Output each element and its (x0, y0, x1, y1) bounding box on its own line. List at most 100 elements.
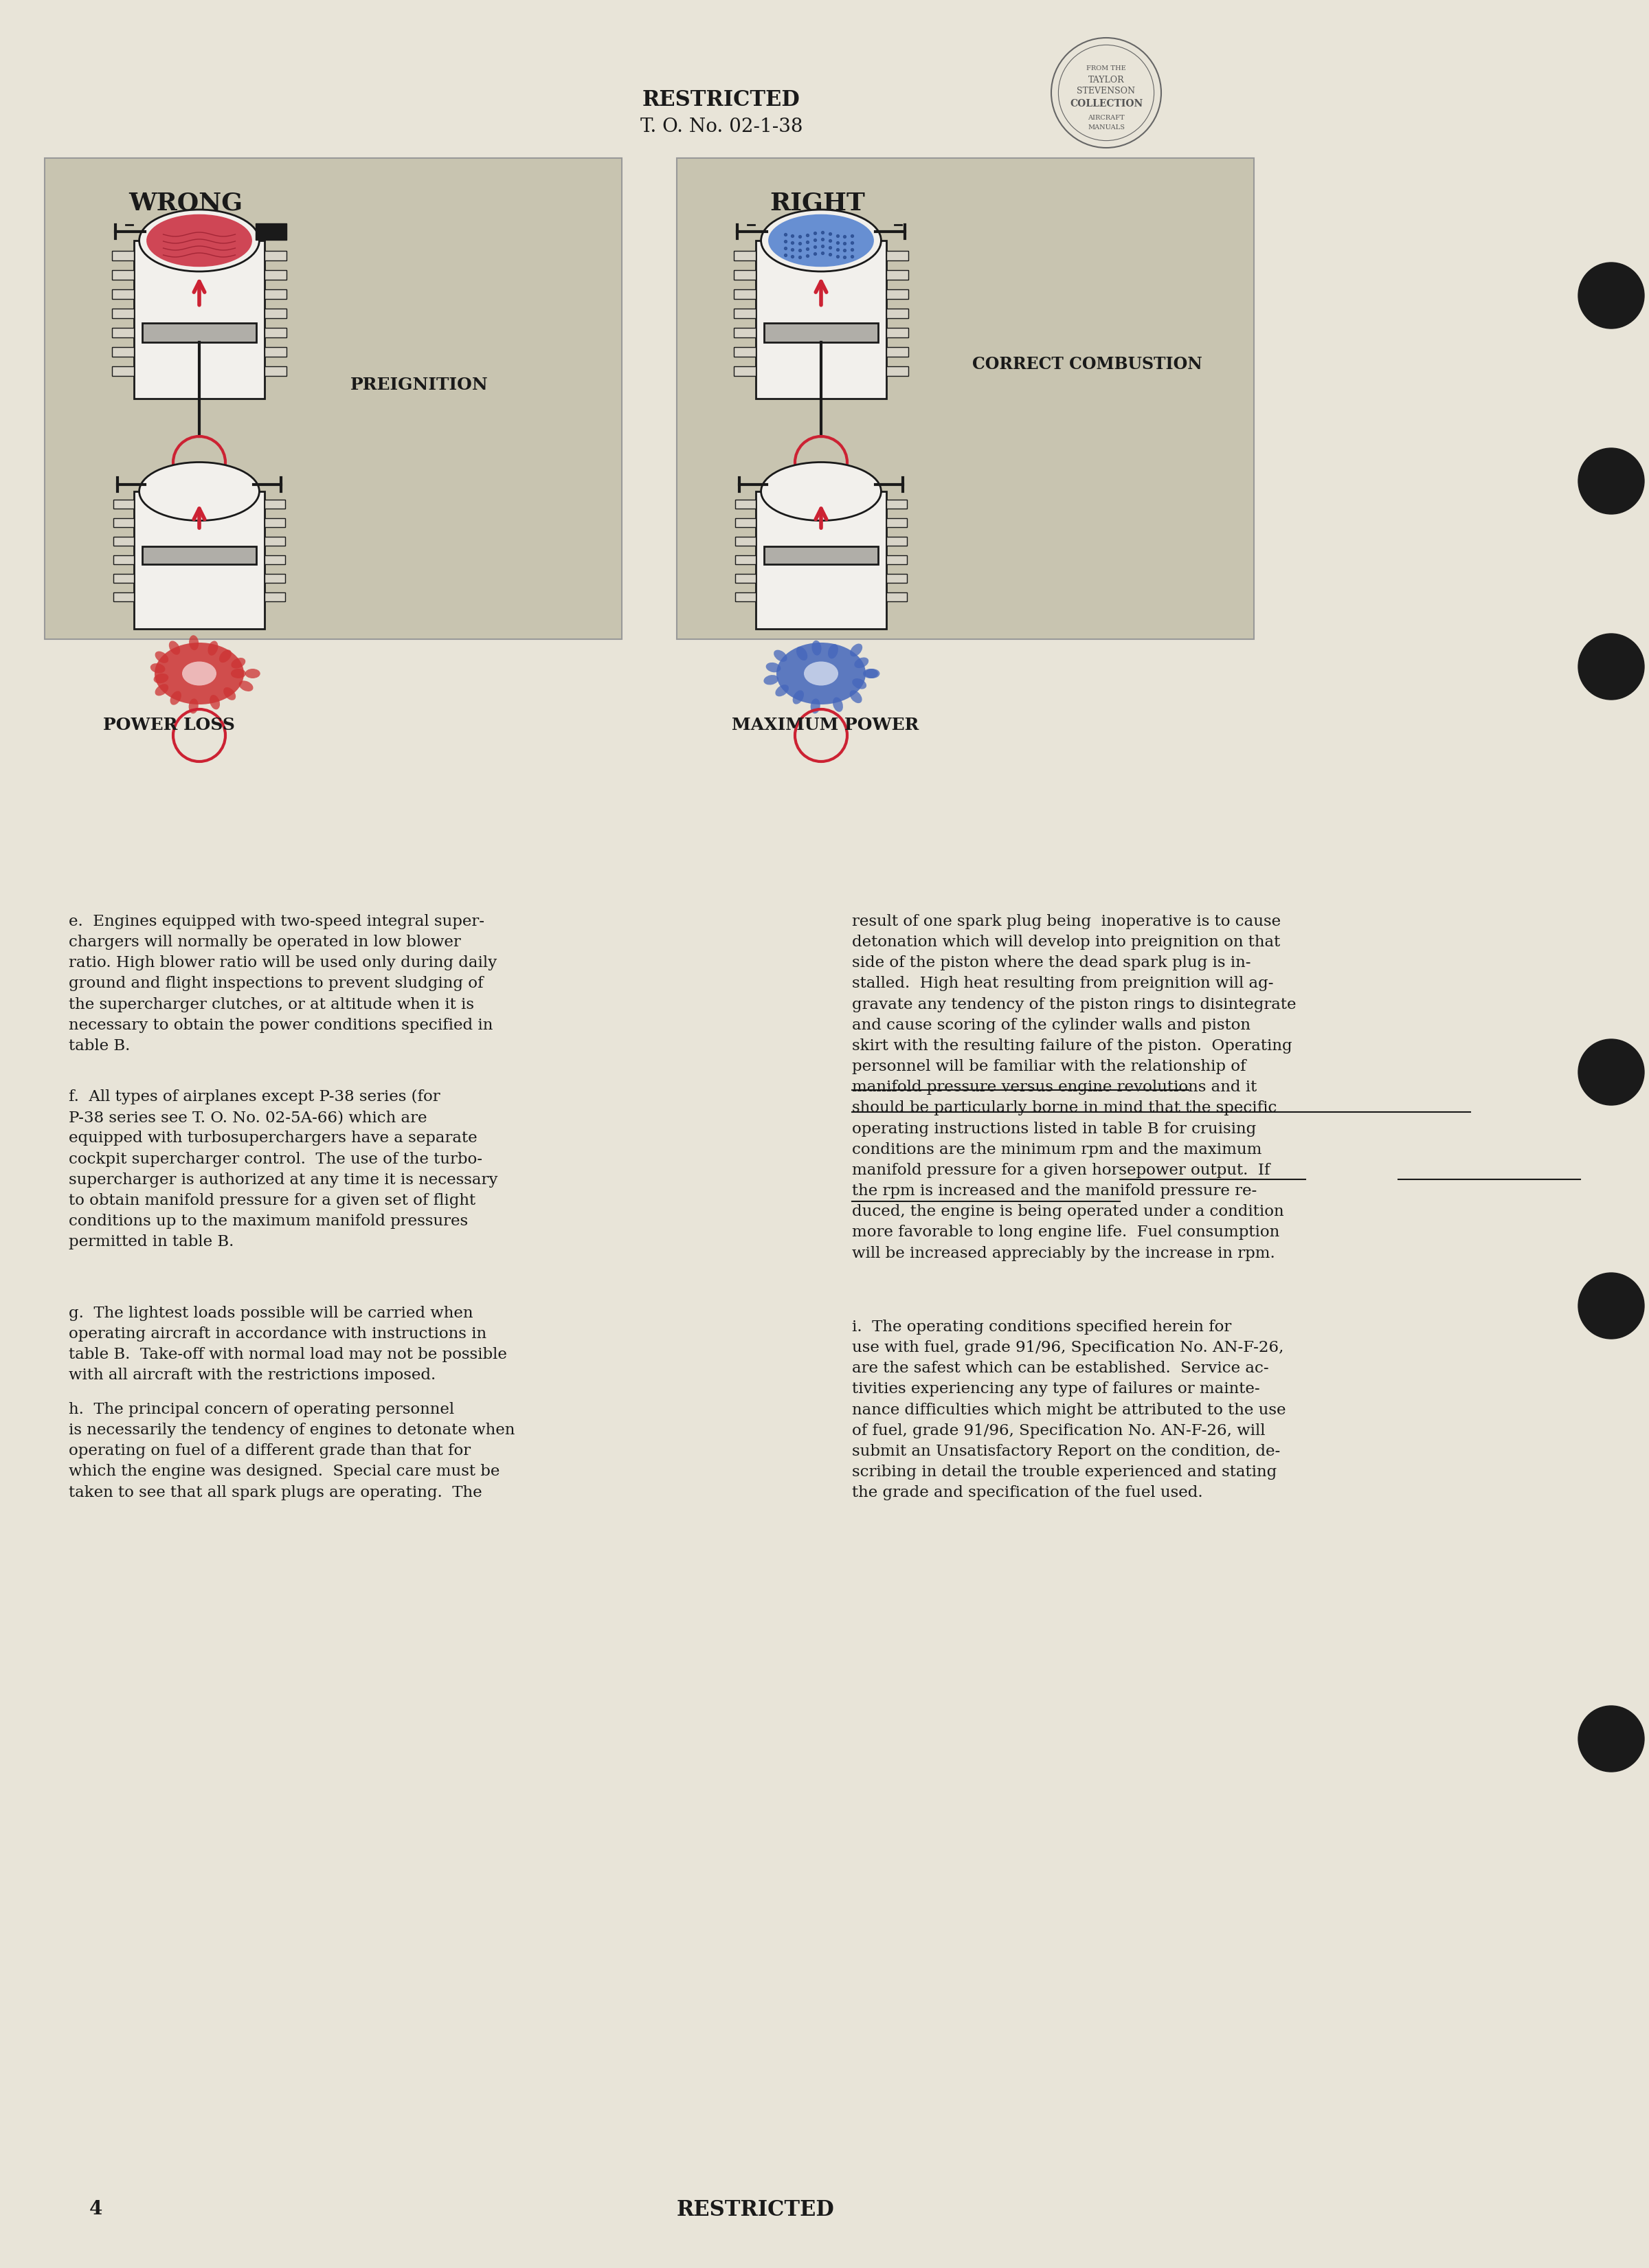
Point (824, 218, 851, 254)
Text: STEVENSON: STEVENSON (1077, 86, 1136, 95)
Text: i.  The operating conditions specified herein for
use with fuel, grade 91/96, Sp: i. The operating conditions specified he… (853, 1320, 1286, 1501)
Ellipse shape (231, 669, 246, 678)
Circle shape (1578, 263, 1644, 329)
FancyBboxPatch shape (887, 574, 907, 583)
Circle shape (1578, 449, 1644, 515)
Ellipse shape (139, 463, 259, 522)
FancyBboxPatch shape (264, 574, 285, 583)
Circle shape (1578, 1039, 1644, 1105)
Text: MAXIMUM POWER: MAXIMUM POWER (732, 717, 918, 733)
FancyBboxPatch shape (735, 499, 755, 508)
Text: e.  Engines equipped with two-speed integral super-
chargers will normally be op: e. Engines equipped with two-speed integ… (69, 914, 496, 1055)
Point (824, 231, 851, 268)
FancyBboxPatch shape (264, 499, 285, 508)
FancyBboxPatch shape (755, 492, 887, 628)
Text: RESTRICTED: RESTRICTED (676, 2200, 834, 2220)
Point (780, 231, 806, 268)
FancyBboxPatch shape (734, 252, 755, 261)
Text: T. O. No. 02-1-38: T. O. No. 02-1-38 (640, 118, 803, 136)
Ellipse shape (170, 692, 181, 705)
Ellipse shape (862, 669, 877, 678)
FancyBboxPatch shape (887, 290, 909, 299)
FancyBboxPatch shape (734, 347, 755, 356)
Ellipse shape (209, 694, 219, 710)
Ellipse shape (208, 642, 218, 655)
FancyBboxPatch shape (114, 556, 134, 565)
FancyBboxPatch shape (264, 308, 287, 318)
FancyBboxPatch shape (264, 329, 287, 338)
Ellipse shape (760, 463, 881, 522)
Text: g.  The lightest loads possible will be carried when
operating aircraft in accor: g. The lightest loads possible will be c… (69, 1306, 506, 1383)
Point (787, 231, 813, 268)
FancyBboxPatch shape (887, 556, 907, 565)
FancyBboxPatch shape (112, 252, 134, 261)
Point (824, 238, 851, 274)
Point (772, 222, 798, 259)
FancyBboxPatch shape (264, 290, 287, 299)
Point (795, 231, 821, 268)
Point (831, 225, 857, 261)
Point (816, 236, 843, 272)
FancyBboxPatch shape (142, 322, 256, 342)
Ellipse shape (763, 676, 778, 685)
Point (780, 218, 806, 254)
FancyBboxPatch shape (264, 270, 287, 279)
Ellipse shape (223, 687, 236, 701)
FancyBboxPatch shape (763, 547, 879, 565)
Ellipse shape (773, 651, 787, 662)
Point (810, 220, 836, 256)
Text: WRONG: WRONG (129, 191, 242, 215)
Ellipse shape (849, 689, 862, 703)
Text: RIGHT: RIGHT (770, 191, 866, 215)
FancyBboxPatch shape (264, 252, 287, 261)
Ellipse shape (155, 651, 168, 662)
Ellipse shape (219, 649, 231, 662)
FancyBboxPatch shape (264, 347, 287, 356)
Ellipse shape (775, 685, 788, 696)
Text: TAYLOR: TAYLOR (1088, 75, 1125, 84)
Point (810, 227, 836, 263)
Point (816, 229, 843, 265)
Text: result of one spark plug being  inoperative is to cause
detonation which will de: result of one spark plug being inoperati… (853, 914, 1296, 1261)
FancyBboxPatch shape (134, 492, 264, 628)
FancyBboxPatch shape (112, 290, 134, 299)
Ellipse shape (239, 680, 254, 692)
Point (801, 222, 828, 259)
Point (824, 225, 851, 261)
FancyBboxPatch shape (887, 538, 907, 547)
Ellipse shape (811, 640, 821, 655)
Point (772, 236, 798, 272)
Point (839, 238, 866, 274)
Ellipse shape (768, 213, 874, 268)
Point (831, 218, 857, 254)
FancyBboxPatch shape (112, 270, 134, 279)
Point (795, 218, 821, 254)
Point (801, 236, 828, 272)
FancyBboxPatch shape (114, 538, 134, 547)
Ellipse shape (760, 209, 881, 272)
Ellipse shape (853, 678, 866, 689)
Point (831, 231, 857, 268)
Ellipse shape (793, 689, 805, 703)
Ellipse shape (147, 213, 252, 268)
FancyBboxPatch shape (734, 290, 755, 299)
FancyBboxPatch shape (114, 592, 134, 601)
FancyBboxPatch shape (112, 329, 134, 338)
Text: f.  All types of airplanes except P-38 series (for
P-38 series see T. O. No. 02-: f. All types of airplanes except P-38 se… (69, 1089, 498, 1250)
Ellipse shape (150, 662, 165, 674)
Point (787, 238, 813, 274)
FancyBboxPatch shape (45, 159, 622, 640)
Point (816, 222, 843, 259)
FancyBboxPatch shape (734, 308, 755, 318)
FancyBboxPatch shape (734, 367, 755, 376)
FancyBboxPatch shape (887, 517, 907, 526)
Point (839, 231, 866, 268)
Point (810, 236, 836, 272)
Point (787, 218, 813, 254)
Ellipse shape (765, 662, 780, 671)
FancyBboxPatch shape (887, 367, 909, 376)
Point (772, 229, 798, 265)
FancyBboxPatch shape (114, 574, 134, 583)
Ellipse shape (777, 642, 866, 705)
Text: h.  The principal concern of operating personnel
is necessarily the tendency of : h. The principal concern of operating pe… (69, 1402, 514, 1499)
